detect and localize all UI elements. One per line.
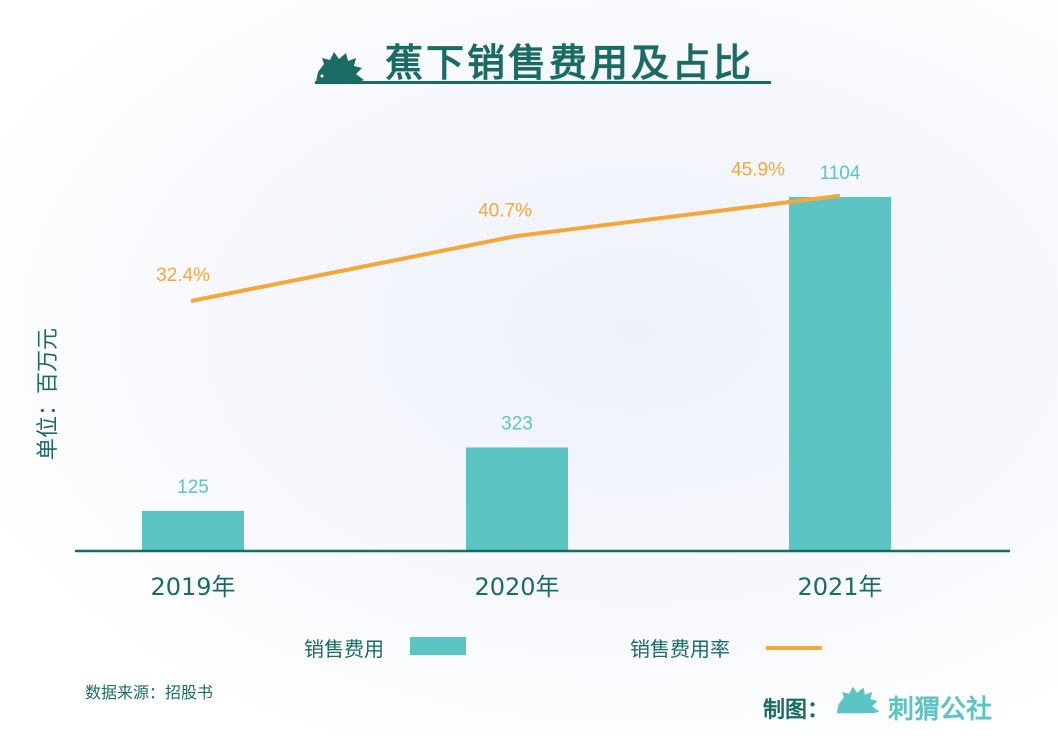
legend-bar-label: 销售费用 [304, 637, 384, 661]
line-value-label: 45.9% [731, 160, 785, 181]
line-value-label: 40.7% [478, 200, 532, 221]
legend-line-swatch [766, 646, 822, 650]
line-value-label: 32.4% [156, 265, 210, 286]
x-tick-label: 2021年 [797, 573, 882, 601]
hedgehog-logo-icon [316, 52, 364, 82]
brand-hedgehog-icon [836, 686, 880, 714]
x-tick-label: 2019年 [150, 573, 235, 601]
title-underline [315, 81, 771, 84]
brand-name: 刺猬公社 [888, 695, 993, 725]
bar-value-label: 1104 [820, 163, 861, 184]
legend-line-label: 销售费用率 [630, 637, 730, 661]
bar-1 [466, 447, 568, 551]
credit-label: 制图： [763, 698, 830, 723]
bar-value-label: 125 [177, 477, 209, 498]
chart-title: 蕉下销售费用及占比 [385, 41, 755, 85]
x-tick-label: 2020年 [474, 573, 559, 601]
bar-value-label: 323 [501, 413, 533, 434]
data-source: 数据来源：招股书 [85, 683, 214, 702]
legend-bar-swatch [410, 637, 466, 655]
rate-line [190, 193, 841, 303]
bar-2 [789, 197, 891, 551]
bar-0 [142, 510, 244, 551]
